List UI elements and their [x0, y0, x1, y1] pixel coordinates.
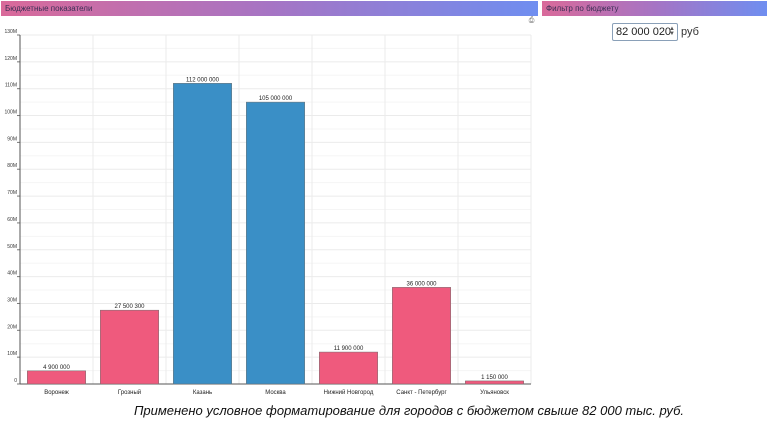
bar-value-label: 112 000 000 [186, 77, 220, 83]
y-tick-label: 80M [7, 163, 17, 169]
y-tick-label: 30M [7, 297, 17, 303]
bar-value-label: 1 150 000 [481, 375, 508, 381]
spinner-arrows-icon[interactable]: ▲ ▼ [669, 26, 675, 37]
printer-icon[interactable]: ⎙ [528, 17, 535, 24]
y-tick-label: 50M [7, 244, 17, 250]
x-tick-label: Санкт - Петербург [396, 390, 447, 396]
y-tick-label: 120M [4, 56, 17, 62]
x-tick-label: Нижний Новгород [324, 389, 374, 396]
bar-value-label: 105 000 000 [259, 96, 293, 102]
bar [246, 101, 305, 385]
bar [319, 351, 378, 385]
bar [27, 370, 86, 385]
bar [100, 309, 159, 385]
y-tick-label: 70M [7, 190, 17, 196]
y-tick-label: 0 [14, 378, 17, 384]
x-tick-label: Воронеж [44, 390, 69, 396]
x-tick-label: Казань [193, 390, 212, 396]
y-tick-label: 130M [4, 29, 17, 35]
y-tick-label: 10M [7, 351, 17, 357]
bar-value-label: 36 000 000 [406, 281, 437, 287]
filter-panel-header: Фильтр по бюджету [542, 1, 767, 16]
budget-panel-header: Бюджетные показатели [1, 1, 538, 16]
y-tick-label: 60M [7, 217, 17, 223]
chart-caption: Применено условное форматирование для го… [133, 403, 685, 418]
y-tick-label: 20M [7, 324, 17, 330]
y-tick-label: 100M [4, 110, 17, 116]
bar-value-label: 4 900 000 [43, 365, 70, 371]
budget-bar-chart: 0 10M 20M 30M 40M 50M 60M 70M 80M 90M 100M 110M 120M… [4, 29, 532, 396]
bar [173, 83, 232, 385]
bar-value-label: 27 500 300 [114, 304, 145, 310]
x-tick-label: Грозный [118, 389, 141, 396]
budget-filter-value: 82 000 020 [616, 26, 672, 38]
budget-filter-unit: руб [681, 26, 699, 38]
bar [465, 380, 524, 385]
bar-value-label: 11 900 000 [334, 346, 364, 352]
y-tick-label: 110M [5, 83, 17, 89]
y-tick-label: 40M [7, 271, 17, 277]
x-tick-label: Москва [265, 390, 286, 396]
y-tick-label: 90M [7, 136, 17, 142]
x-tick-label: Ульяновск [480, 390, 509, 396]
bar [392, 287, 451, 385]
budget-filter-input[interactable]: 82 000 020 ▲ ▼ [612, 23, 678, 41]
